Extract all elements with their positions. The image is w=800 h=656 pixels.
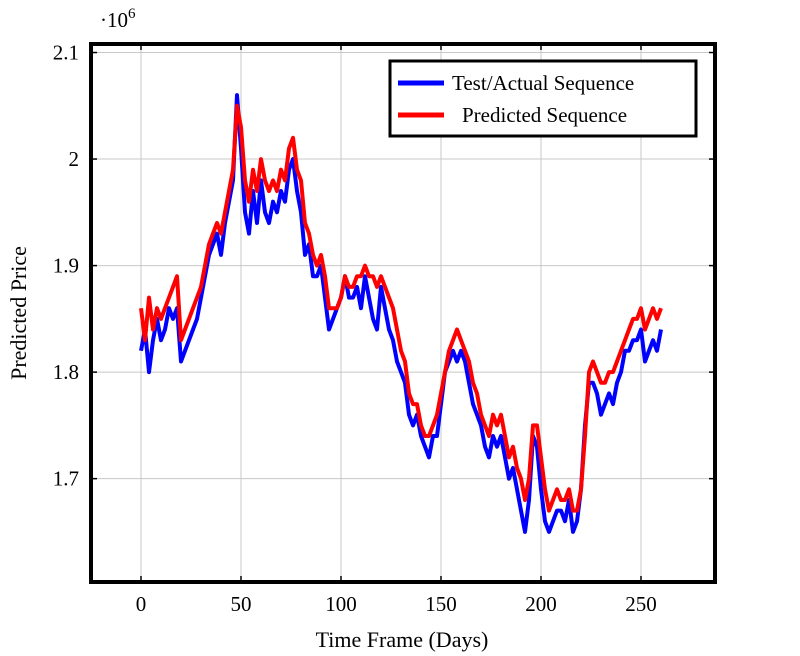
y-axis-label: Predicted Price (6, 246, 31, 380)
x-tick-label: 250 (625, 592, 657, 616)
series-line-predicted (139, 103, 663, 513)
y-axis-multiplier: ·106 (100, 6, 136, 32)
x-tick-label: 100 (325, 592, 357, 616)
x-tick-label: 0 (136, 592, 147, 616)
y-axis-ticks: 1.7 1.8 1.9 2 2.1 (53, 41, 715, 491)
legend-label-predicted: Predicted Sequence (462, 103, 627, 127)
x-tick-label: 200 (525, 592, 557, 616)
series-layer (139, 93, 663, 534)
y-tick-label: 1.8 (53, 360, 79, 384)
x-axis-label: Time Frame (Days) (316, 627, 489, 652)
y-axis-multiplier-exponent: 6 (128, 6, 136, 22)
y-tick-label: 2 (69, 147, 80, 171)
x-tick-label: 50 (231, 592, 252, 616)
legend: Test/Actual Sequence Predicted Sequence (388, 59, 698, 138)
y-tick-label: 1.9 (53, 254, 79, 278)
x-axis-ticks: 0 50 100 150 200 250 (136, 44, 657, 616)
x-tick-label: 150 (425, 592, 457, 616)
y-tick-label: 1.7 (53, 467, 79, 491)
legend-box (388, 59, 698, 138)
y-axis-multiplier-base: ·10 (100, 8, 128, 32)
legend-label-actual: Test/Actual Sequence (452, 71, 634, 95)
y-tick-label: 2.1 (53, 41, 79, 65)
plot-frame (89, 42, 717, 584)
